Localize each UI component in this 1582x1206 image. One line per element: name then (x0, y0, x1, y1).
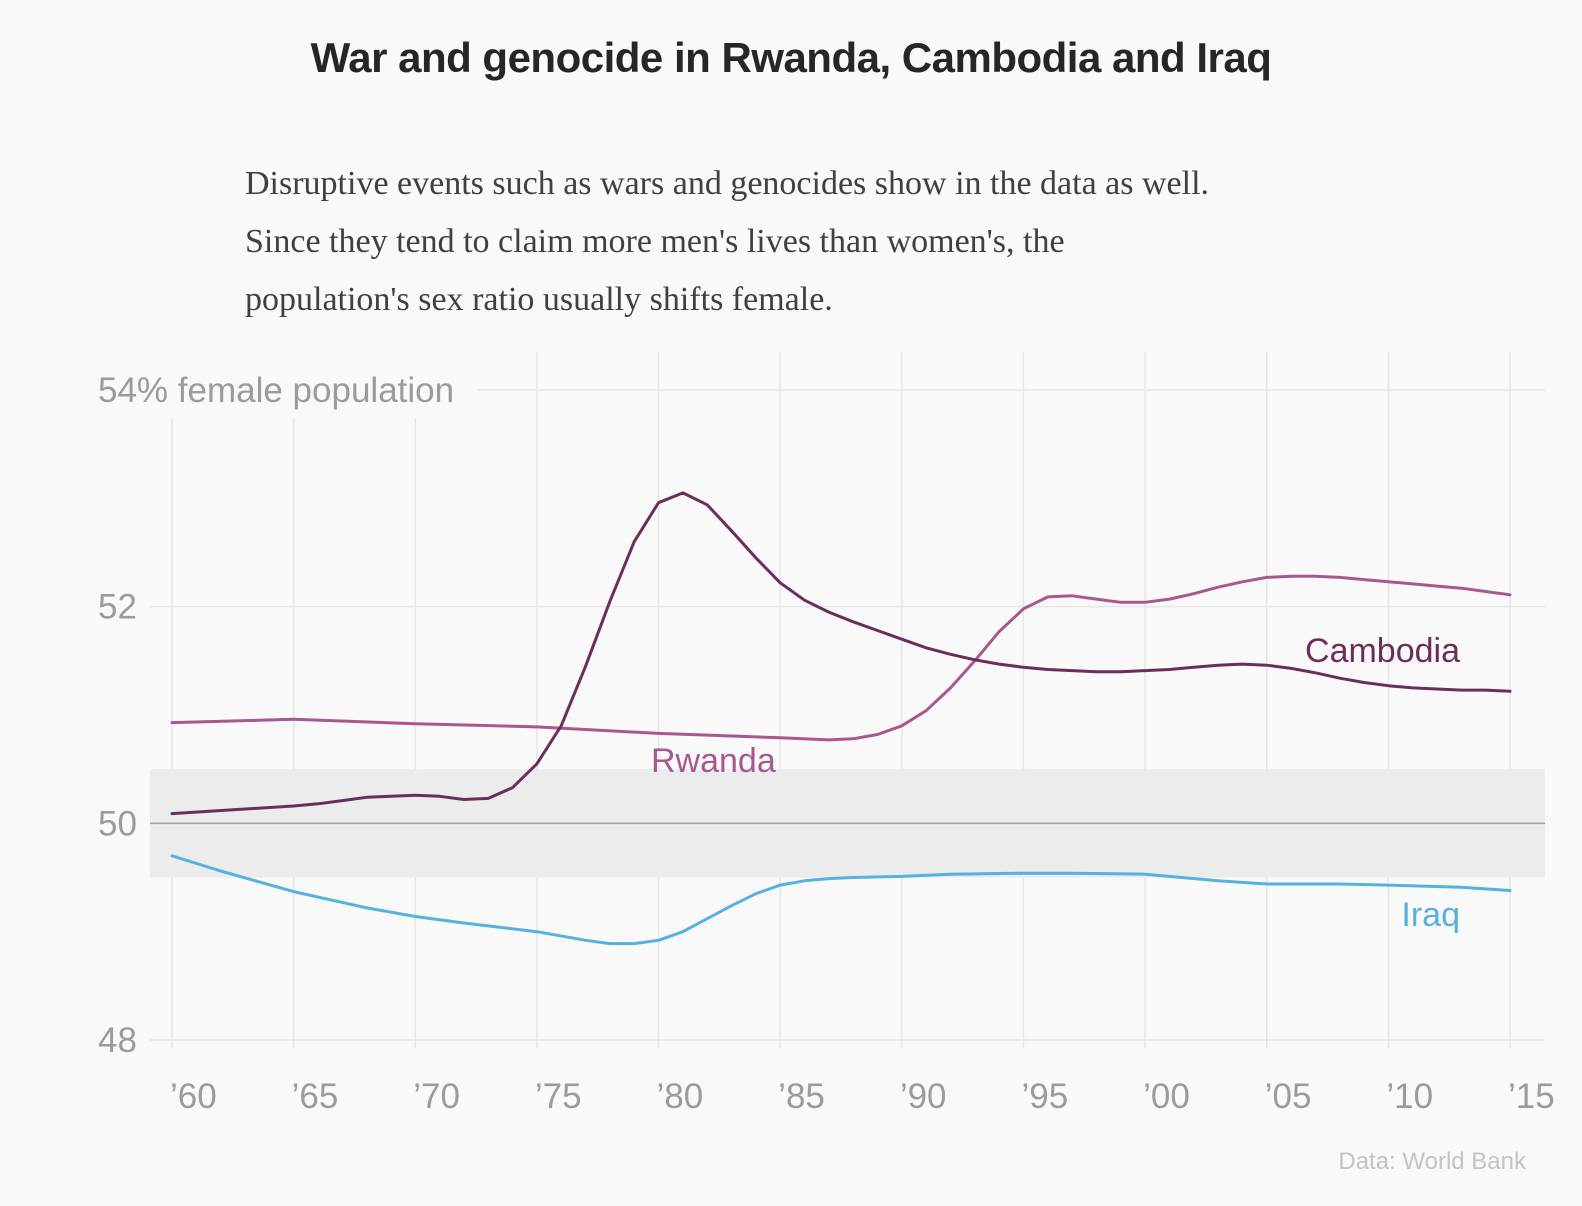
x-tick-label: ’00 (1143, 1077, 1190, 1116)
x-tick-label: ’90 (900, 1077, 947, 1116)
y-tick-label: 50 (98, 804, 137, 843)
x-tick-label: ’80 (657, 1077, 704, 1116)
x-tick-label: ’10 (1386, 1077, 1433, 1116)
y-tick-label: 52 (98, 588, 137, 627)
y-tick-label: 54% female population (98, 371, 454, 410)
description-line: population's sex ratio usually shifts fe… (245, 281, 833, 318)
series-label-iraq: Iraq (1401, 896, 1460, 934)
y-tick-label: 48 (98, 1021, 137, 1060)
x-tick-label: ’85 (778, 1077, 825, 1116)
series-line-iraq (170, 854, 1512, 946)
x-tick-label: ’75 (535, 1077, 582, 1116)
chart-description: Disruptive events such as wars and genoc… (245, 155, 1445, 329)
x-tick-label: ’05 (1265, 1077, 1312, 1116)
description-line: Disruptive events such as wars and genoc… (245, 165, 1210, 202)
series-label-cambodia: Cambodia (1305, 632, 1460, 670)
series-line-rwanda (170, 574, 1512, 742)
x-tick-label: ’70 (413, 1077, 460, 1116)
series-line-cambodia (170, 491, 1512, 816)
x-tick-label: ’95 (1021, 1077, 1068, 1116)
x-tick-label: ’15 (1508, 1077, 1555, 1116)
chart-title: War and genocide in Rwanda, Cambodia and… (310, 34, 1272, 81)
series-label-rwanda: Rwanda (651, 742, 776, 780)
description-line: Since they tend to claim more men's live… (245, 223, 1065, 260)
x-tick-label: ’60 (170, 1077, 217, 1116)
source-note: Data: World Bank (1338, 1148, 1526, 1175)
x-tick-label: ’65 (292, 1077, 339, 1116)
